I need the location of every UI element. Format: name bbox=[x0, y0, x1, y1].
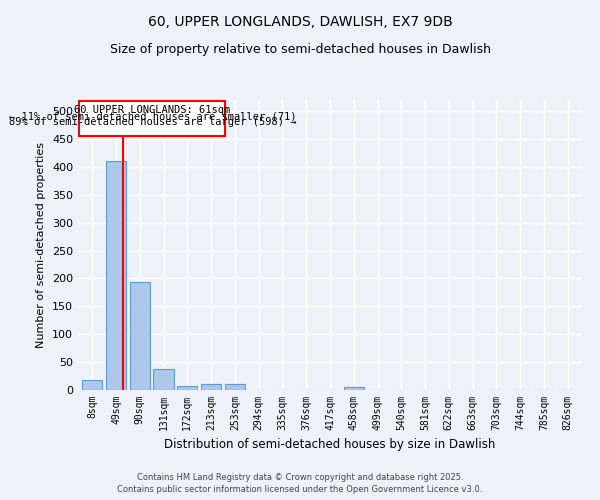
Bar bbox=[344, 387, 364, 390]
Bar bbox=[82, 380, 103, 390]
FancyBboxPatch shape bbox=[79, 101, 226, 136]
Bar bbox=[154, 370, 173, 390]
X-axis label: Distribution of semi-detached houses by size in Dawlish: Distribution of semi-detached houses by … bbox=[164, 438, 496, 452]
Text: ← 11% of semi-detached houses are smaller (71): ← 11% of semi-detached houses are smalle… bbox=[8, 111, 296, 121]
Text: Contains HM Land Registry data © Crown copyright and database right 2025.: Contains HM Land Registry data © Crown c… bbox=[137, 473, 463, 482]
Text: 89% of semi-detached houses are larger (598) →: 89% of semi-detached houses are larger (… bbox=[8, 118, 296, 128]
Bar bbox=[201, 384, 221, 390]
Text: Contains public sector information licensed under the Open Government Licence v3: Contains public sector information licen… bbox=[118, 486, 482, 494]
Text: 60 UPPER LONGLANDS: 61sqm: 60 UPPER LONGLANDS: 61sqm bbox=[74, 105, 230, 115]
Bar bbox=[225, 384, 245, 390]
Y-axis label: Number of semi-detached properties: Number of semi-detached properties bbox=[37, 142, 46, 348]
Text: Size of property relative to semi-detached houses in Dawlish: Size of property relative to semi-detach… bbox=[110, 42, 491, 56]
Text: 60, UPPER LONGLANDS, DAWLISH, EX7 9DB: 60, UPPER LONGLANDS, DAWLISH, EX7 9DB bbox=[148, 15, 452, 29]
Bar bbox=[177, 386, 197, 390]
Bar bbox=[130, 282, 150, 390]
Bar bbox=[106, 162, 126, 390]
